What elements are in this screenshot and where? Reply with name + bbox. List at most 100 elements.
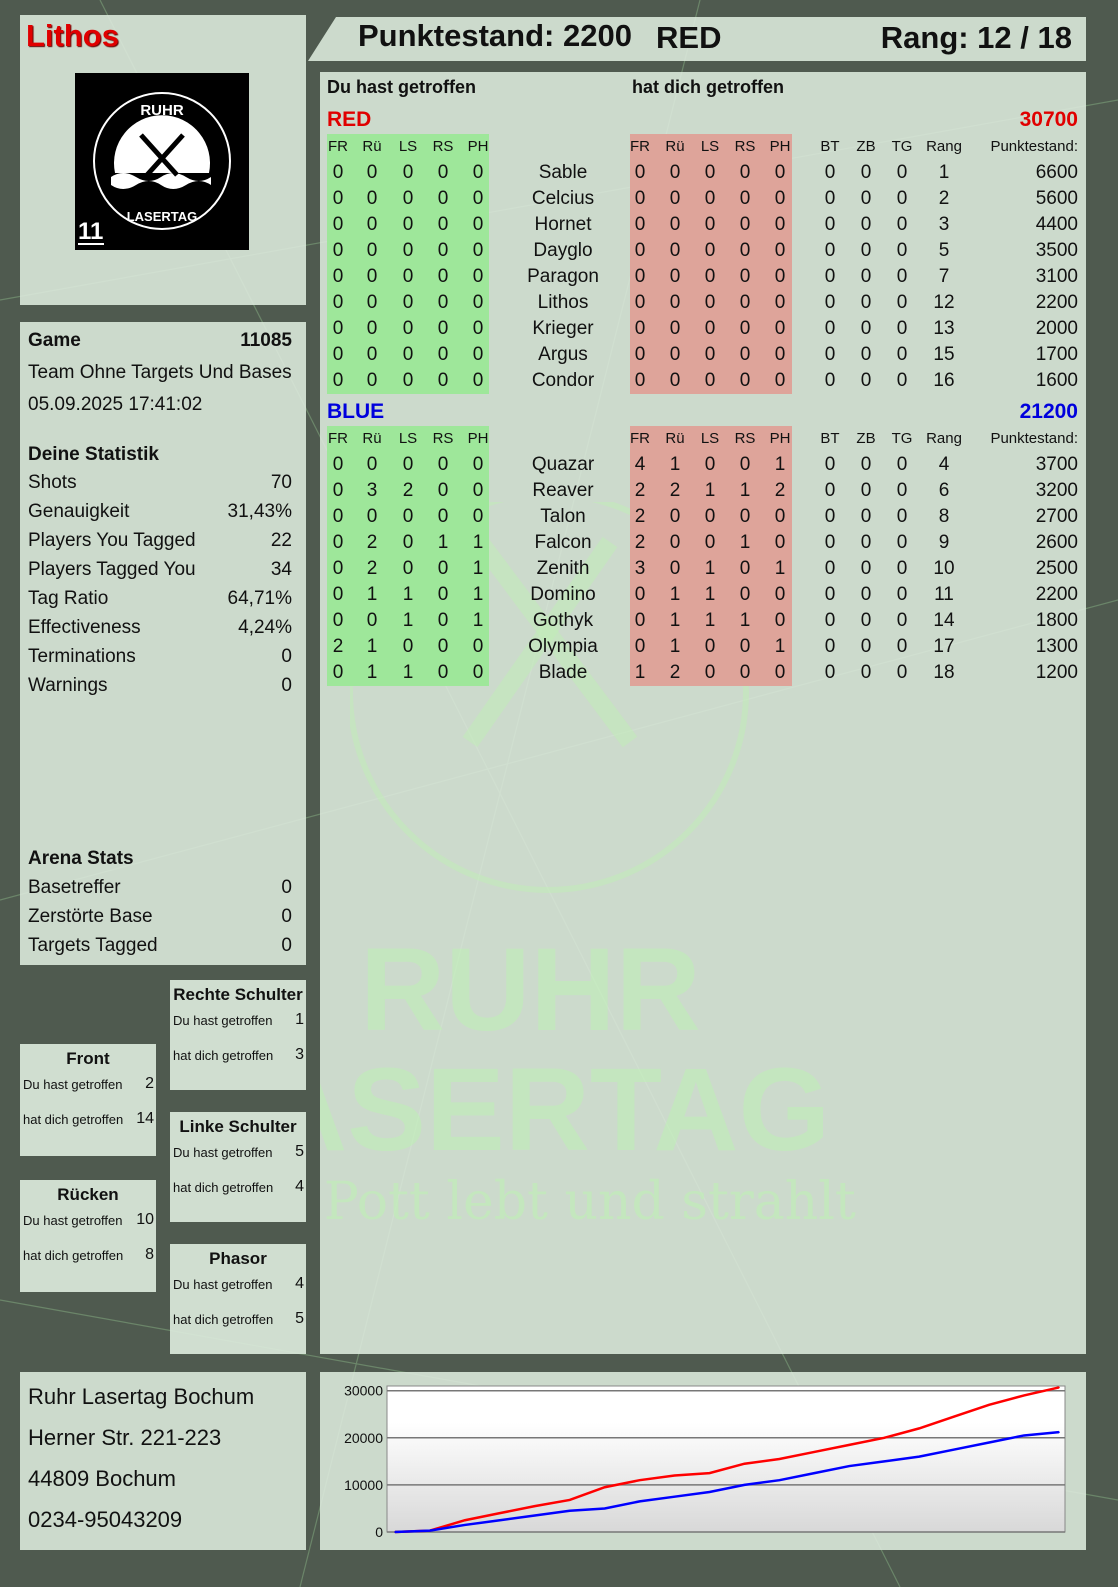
extra-cell: 0 bbox=[860, 558, 872, 579]
hit-you-cell: 0 bbox=[774, 584, 786, 605]
col-header: RS bbox=[432, 138, 454, 155]
col-header: PH bbox=[769, 430, 791, 447]
you-hit-cell: 0 bbox=[332, 240, 344, 261]
hit-you-cell: 0 bbox=[739, 454, 751, 475]
you-hit-cell: 0 bbox=[472, 318, 484, 339]
zone-got-label: hat dich getroffen bbox=[173, 1312, 274, 1327]
series-line-0 bbox=[394, 1386, 1060, 1534]
data-point bbox=[1023, 1394, 1025, 1397]
you-hit-cell: 0 bbox=[366, 318, 378, 339]
extra-cell: 0 bbox=[860, 584, 872, 605]
col-header: LS bbox=[398, 138, 418, 155]
player-name: Hornet bbox=[534, 214, 592, 235]
hit-you-cell: 0 bbox=[739, 558, 751, 579]
hit-you-cell: 0 bbox=[739, 662, 751, 683]
extra-cell: 0 bbox=[860, 532, 872, 553]
stat-label: Genauigkeit bbox=[28, 501, 130, 522]
svg-text:11: 11 bbox=[78, 218, 103, 245]
rank-label: Rang: 12 / 18 bbox=[880, 20, 1072, 55]
you-hit-cell: 0 bbox=[437, 558, 449, 579]
hit-you-cell: 3 bbox=[634, 558, 646, 579]
you-hit-cell: 0 bbox=[332, 318, 344, 339]
player-score: 2500 bbox=[1035, 558, 1078, 579]
hit-you-cell: 1 bbox=[704, 480, 716, 501]
you-hit-cell: 1 bbox=[472, 584, 484, 605]
stat-label: Players You Tagged bbox=[28, 530, 196, 551]
col-header: ZB bbox=[856, 430, 876, 447]
scoreboard-panel: RUHR LASERTAG Der Pott lebt und strahlt … bbox=[320, 72, 1086, 1354]
you-hit-cell: 0 bbox=[402, 266, 414, 287]
extra-cell: 0 bbox=[824, 480, 836, 501]
data-point bbox=[394, 1531, 396, 1533]
hit-you-cell: 0 bbox=[704, 214, 716, 235]
player-score: 2600 bbox=[1035, 532, 1078, 553]
hit-you-cell: 4 bbox=[634, 454, 646, 475]
you-hit-cell: 0 bbox=[437, 370, 449, 391]
player-score: 5600 bbox=[1035, 188, 1078, 209]
col-header: Rü bbox=[665, 430, 685, 447]
hit-you-cell: 0 bbox=[704, 506, 716, 527]
hit-you-cell: 0 bbox=[704, 266, 716, 287]
extra-cell: 0 bbox=[860, 240, 872, 261]
you-hit-cell: 2 bbox=[402, 480, 414, 501]
hit-you-label: hat dich getroffen bbox=[632, 77, 784, 97]
hit-you-cell: 0 bbox=[774, 506, 786, 527]
hit-you-cell: 0 bbox=[669, 344, 681, 365]
data-point bbox=[429, 1529, 431, 1532]
zone-got-label: hat dich getroffen bbox=[173, 1048, 274, 1063]
extra-cell: 0 bbox=[824, 454, 836, 475]
extra-cell: 8 bbox=[938, 506, 950, 527]
you-hit-cell: 0 bbox=[366, 162, 378, 183]
hit-you-cell: 0 bbox=[634, 344, 646, 365]
col-header: ZB bbox=[856, 138, 876, 155]
extra-cell: 0 bbox=[860, 318, 872, 339]
hit-you-cell: 0 bbox=[774, 344, 786, 365]
you-hit-cell: 0 bbox=[402, 558, 414, 579]
col-header: BT bbox=[820, 138, 840, 155]
hit-you-cell: 0 bbox=[739, 292, 751, 313]
data-point bbox=[813, 1451, 816, 1453]
you-hit-cell: 0 bbox=[472, 188, 484, 209]
hit-you-cell: 1 bbox=[774, 454, 786, 475]
player-name: Lithos bbox=[26, 18, 119, 53]
hit-you-cell: 0 bbox=[704, 454, 716, 475]
arena-value: 0 bbox=[281, 877, 292, 898]
you-hit-cell: 1 bbox=[366, 584, 378, 605]
hit-you-cell: 0 bbox=[634, 318, 646, 339]
you-hit-cell: 0 bbox=[332, 454, 344, 475]
you-hit-cell: 0 bbox=[332, 662, 344, 683]
player-score: 3200 bbox=[1035, 480, 1078, 501]
data-point bbox=[743, 1462, 746, 1465]
hit-you-cell: 1 bbox=[739, 532, 751, 553]
extra-cell: 0 bbox=[824, 344, 836, 365]
hit-you-cell: 0 bbox=[704, 344, 716, 365]
you-hit-cell: 0 bbox=[366, 188, 378, 209]
stat-value: 31,43% bbox=[227, 501, 292, 522]
player-score: 1800 bbox=[1035, 610, 1078, 631]
col-header: LS bbox=[700, 138, 720, 155]
data-point bbox=[778, 1479, 781, 1481]
y-tick-label: 20000 bbox=[344, 1430, 383, 1446]
data-point bbox=[533, 1505, 536, 1507]
extra-cell: 10 bbox=[933, 558, 955, 579]
zone-rücken: Rücken Du hast getroffen 10 hat dich getrof… bbox=[20, 1180, 156, 1292]
y-tick-label: 10000 bbox=[344, 1477, 383, 1493]
y-tick-label: 30000 bbox=[344, 1383, 383, 1399]
you-hit-cell: 0 bbox=[472, 214, 484, 235]
zone-title: Front bbox=[66, 1049, 110, 1068]
you-hit-cell: 0 bbox=[402, 454, 414, 475]
col-header: PH bbox=[769, 138, 791, 155]
you-hit-cell: 0 bbox=[472, 162, 484, 183]
you-hit-cell: 0 bbox=[437, 480, 449, 501]
hit-you-cell: 2 bbox=[634, 532, 646, 553]
extra-cell: 12 bbox=[933, 292, 955, 313]
you-hit-cell: 0 bbox=[437, 506, 449, 527]
stat-row: Players You Tagged 22 bbox=[28, 530, 292, 552]
col-header: TG bbox=[891, 138, 913, 155]
extra-cell: 4 bbox=[938, 454, 950, 475]
data-point bbox=[883, 1460, 886, 1463]
player-name: Gothyk bbox=[532, 610, 594, 631]
extra-cell: 0 bbox=[896, 662, 908, 683]
plot-area bbox=[386, 1385, 1066, 1533]
arena-value: 0 bbox=[281, 935, 292, 956]
